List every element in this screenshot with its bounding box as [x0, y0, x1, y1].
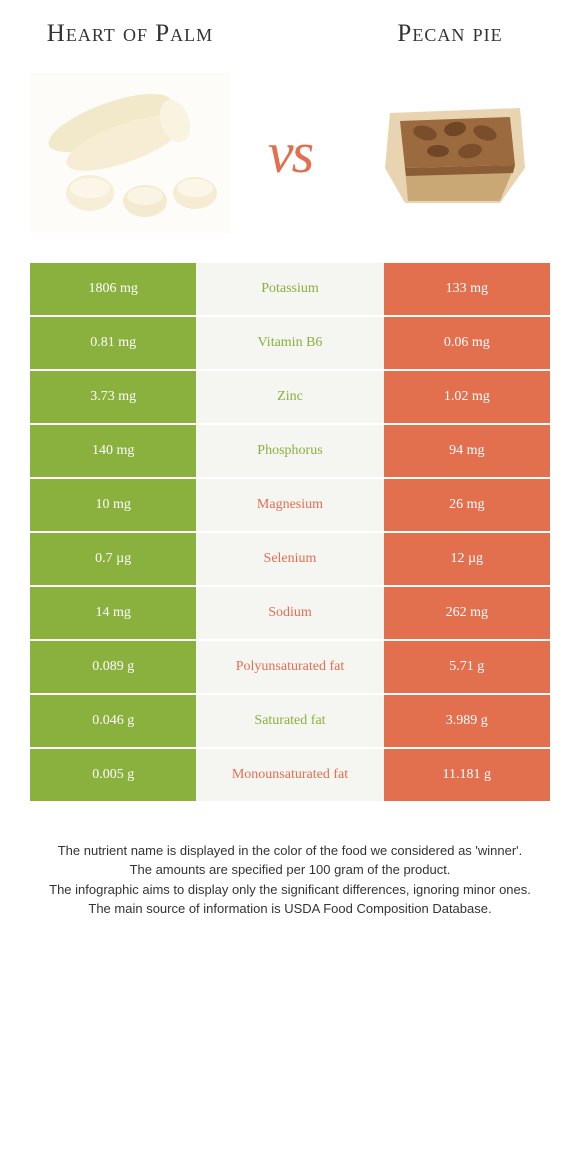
value-right: 11.181 g: [384, 749, 550, 801]
value-left: 0.046 g: [30, 695, 196, 747]
table-row: 0.089 gPolyunsaturated fat5.71 g: [30, 641, 550, 693]
table-row: 14 mgSodium262 mg: [30, 587, 550, 639]
value-right: 5.71 g: [384, 641, 550, 693]
table-row: 140 mgPhosphorus94 mg: [30, 425, 550, 477]
nutrient-label: Monounsaturated fat: [196, 749, 383, 801]
nutrient-label: Polyunsaturated fat: [196, 641, 383, 693]
table-row: 10 mgMagnesium26 mg: [30, 479, 550, 531]
table-row: 0.005 gMonounsaturated fat11.181 g: [30, 749, 550, 801]
nutrient-label: Vitamin B6: [196, 317, 383, 369]
nutrient-label: Zinc: [196, 371, 383, 423]
value-right: 26 mg: [384, 479, 550, 531]
footer-notes: The nutrient name is displayed in the co…: [30, 841, 550, 919]
value-left: 3.73 mg: [30, 371, 196, 423]
nutrient-label: Selenium: [196, 533, 383, 585]
value-right: 94 mg: [384, 425, 550, 477]
value-right: 262 mg: [384, 587, 550, 639]
value-right: 0.06 mg: [384, 317, 550, 369]
value-right: 133 mg: [384, 263, 550, 315]
title-right: Pecan pie: [350, 20, 550, 48]
images-row: vs: [30, 68, 550, 238]
value-right: 3.989 g: [384, 695, 550, 747]
nutrient-label: Phosphorus: [196, 425, 383, 477]
footer-line: The main source of information is USDA F…: [35, 899, 545, 919]
table-row: 1806 mgPotassium133 mg: [30, 263, 550, 315]
value-left: 140 mg: [30, 425, 196, 477]
value-left: 0.81 mg: [30, 317, 196, 369]
table-row: 0.046 gSaturated fat3.989 g: [30, 695, 550, 747]
pecan-pie-image: [350, 73, 550, 233]
footer-line: The infographic aims to display only the…: [35, 880, 545, 900]
value-left: 1806 mg: [30, 263, 196, 315]
title-left: Heart of Palm: [30, 20, 230, 48]
footer-line: The amounts are specified per 100 gram o…: [35, 860, 545, 880]
value-right: 1.02 mg: [384, 371, 550, 423]
value-left: 10 mg: [30, 479, 196, 531]
header-row: Heart of Palm Pecan pie: [30, 20, 550, 48]
nutrient-label: Saturated fat: [196, 695, 383, 747]
value-left: 0.089 g: [30, 641, 196, 693]
vs-label: vs: [268, 119, 312, 186]
footer-line: The nutrient name is displayed in the co…: [35, 841, 545, 861]
infographic-container: Heart of Palm Pecan pie vs: [0, 0, 580, 939]
nutrient-label: Sodium: [196, 587, 383, 639]
comparison-table: 1806 mgPotassium133 mg0.81 mgVitamin B60…: [30, 263, 550, 801]
value-left: 14 mg: [30, 587, 196, 639]
value-right: 12 µg: [384, 533, 550, 585]
value-left: 0.7 µg: [30, 533, 196, 585]
nutrient-label: Magnesium: [196, 479, 383, 531]
table-row: 0.7 µgSelenium12 µg: [30, 533, 550, 585]
table-row: 0.81 mgVitamin B60.06 mg: [30, 317, 550, 369]
nutrient-label: Potassium: [196, 263, 383, 315]
table-row: 3.73 mgZinc1.02 mg: [30, 371, 550, 423]
heart-of-palm-image: [30, 73, 230, 233]
value-left: 0.005 g: [30, 749, 196, 801]
